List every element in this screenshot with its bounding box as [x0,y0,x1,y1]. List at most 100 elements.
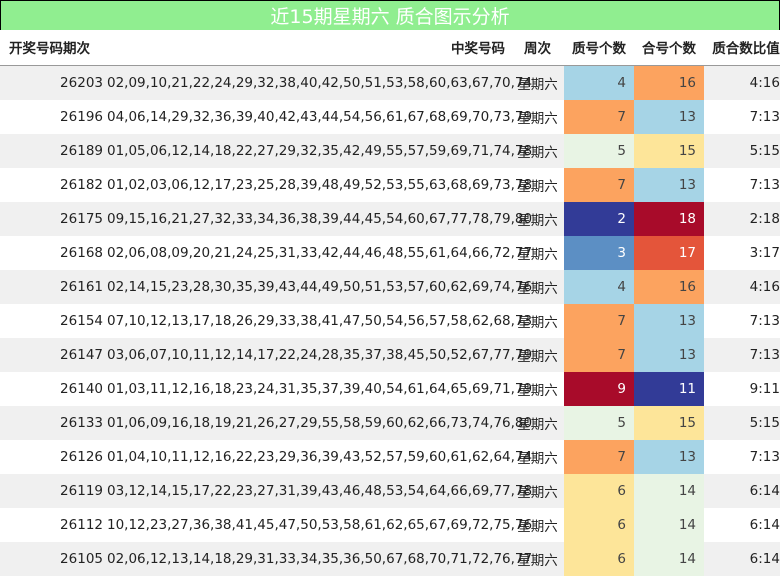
weekday-cell: 星期六 [511,202,564,236]
ratio-cell: 5:15 [704,406,780,440]
issue-cell: 26147 [0,338,107,372]
numbers-cell: 04,06,14,29,32,36,39,40,42,43,44,54,56,6… [107,100,532,134]
table-row: 26154 07,10,12,13,17,18,26,29,33,38,41,47… [0,304,780,338]
table-row: 26140 01,03,11,12,16,18,23,24,31,35,37,39… [0,372,780,406]
header-issue: 开奖号码期次 [0,29,107,66]
issue-cell: 26126 [0,440,107,474]
weekday-cell: 星期六 [511,270,564,304]
header-numbers: 中奖号码 [107,29,511,66]
composite-count-cell: 16 [634,65,704,100]
ratio-cell: 7:13 [704,168,780,202]
numbers-cell: 01,05,06,12,14,18,22,27,29,32,35,42,49,5… [107,134,532,168]
numbers-cell: 09,15,16,21,27,32,33,34,36,38,39,44,45,5… [107,202,532,236]
composite-count-cell: 16 [634,270,704,304]
composite-count-cell: 17 [634,236,704,270]
issue-cell: 26105 [0,542,107,576]
issue-cell: 26154 [0,304,107,338]
issue-cell: 26140 [0,372,107,406]
table-row: 26168 02,06,08,09,20,21,24,25,31,33,42,44… [0,236,780,270]
weekday-cell: 星期六 [511,168,564,202]
prime-count-cell: 4 [564,270,634,304]
table-row: 26182 01,02,03,06,12,17,23,25,28,39,48,49… [0,168,780,202]
prime-count-cell: 7 [564,440,634,474]
ratio-cell: 7:13 [704,440,780,474]
composite-count-cell: 14 [634,474,704,508]
composite-count-cell: 14 [634,508,704,542]
numbers-cell: 07,10,12,13,17,18,26,29,33,38,41,47,50,5… [107,304,532,338]
weekday-cell: 星期六 [511,338,564,372]
issue-cell: 26161 [0,270,107,304]
table-row: 26112 10,12,23,27,36,38,41,45,47,50,53,58… [0,508,780,542]
page-title: 近15期星期六 质合图示分析 [0,0,780,30]
numbers-cell: 01,04,10,11,12,16,22,23,29,36,39,43,52,5… [107,440,532,474]
ratio-cell: 7:13 [704,338,780,372]
ratio-cell: 6:14 [704,474,780,508]
prime-count-cell: 6 [564,542,634,576]
table-row: 26105 02,06,12,13,14,18,29,31,33,34,35,36… [0,542,780,576]
ratio-cell: 9:11 [704,372,780,406]
issue-cell: 26175 [0,202,107,236]
composite-count-cell: 14 [634,542,704,576]
prime-count-cell: 4 [564,65,634,100]
composite-count-cell: 11 [634,372,704,406]
numbers-cell: 02,06,12,13,14,18,29,31,33,34,35,36,50,6… [107,542,532,576]
table-row: 26147 03,06,07,10,11,12,14,17,22,24,28,35… [0,338,780,372]
issue-cell: 26133 [0,406,107,440]
issue-cell: 26119 [0,474,107,508]
numbers-cell: 02,09,10,21,22,24,29,32,38,40,42,50,51,5… [107,65,532,100]
prime-count-cell: 5 [564,406,634,440]
ratio-cell: 2:18 [704,202,780,236]
ratio-cell: 4:16 [704,270,780,304]
issue-cell: 26196 [0,100,107,134]
numbers-cell: 10,12,23,27,36,38,41,45,47,50,53,58,61,6… [107,508,532,542]
ratio-cell: 7:13 [704,304,780,338]
prime-count-cell: 7 [564,304,634,338]
weekday-cell: 星期六 [511,134,564,168]
table-row: 26203 02,09,10,21,22,24,29,32,38,40,42,50… [0,65,780,100]
issue-cell: 26189 [0,134,107,168]
issue-cell: 26168 [0,236,107,270]
table-row: 26133 01,06,09,16,18,19,21,26,27,29,55,58… [0,406,780,440]
issue-cell: 26112 [0,508,107,542]
composite-count-cell: 13 [634,100,704,134]
composite-count-cell: 13 [634,168,704,202]
table-row: 26161 02,14,15,23,28,30,35,39,43,44,49,50… [0,270,780,304]
numbers-cell: 01,03,11,12,16,18,23,24,31,35,37,39,40,5… [107,372,532,406]
prime-count-cell: 3 [564,236,634,270]
header-ratio: 质合数比值 [704,29,780,66]
weekday-cell: 星期六 [511,440,564,474]
table-row: 26126 01,04,10,11,12,16,22,23,29,36,39,43… [0,440,780,474]
ratio-cell: 7:13 [704,100,780,134]
prime-count-cell: 7 [564,338,634,372]
issue-cell: 26203 [0,65,107,100]
composite-count-cell: 15 [634,406,704,440]
weekday-cell: 星期六 [511,508,564,542]
ratio-cell: 4:16 [704,65,780,100]
table-row: 26175 09,15,16,21,27,32,33,34,36,38,39,44… [0,202,780,236]
ratio-cell: 3:17 [704,236,780,270]
numbers-cell: 02,14,15,23,28,30,35,39,43,44,49,50,51,5… [107,270,532,304]
header-composite-count: 合号个数 [634,29,704,66]
composite-count-cell: 13 [634,338,704,372]
weekday-cell: 星期六 [511,236,564,270]
weekday-cell: 星期六 [511,65,564,100]
analysis-table: 开奖号码期次 中奖号码 周次 质号个数 合号个数 质合数比值 26203 02,0… [0,29,780,576]
weekday-cell: 星期六 [511,474,564,508]
composite-count-cell: 13 [634,304,704,338]
weekday-cell: 星期六 [511,304,564,338]
ratio-cell: 6:14 [704,508,780,542]
weekday-cell: 星期六 [511,100,564,134]
prime-count-cell: 6 [564,474,634,508]
numbers-cell: 01,06,09,16,18,19,21,26,27,29,55,58,59,6… [107,406,532,440]
header-prime-count: 质号个数 [564,29,634,66]
composite-count-cell: 18 [634,202,704,236]
prime-count-cell: 7 [564,100,634,134]
ratio-cell: 5:15 [704,134,780,168]
table-row: 26189 01,05,06,12,14,18,22,27,29,32,35,42… [0,134,780,168]
ratio-cell: 6:14 [704,542,780,576]
numbers-cell: 03,06,07,10,11,12,14,17,22,24,28,35,37,3… [107,338,532,372]
prime-count-cell: 2 [564,202,634,236]
composite-count-cell: 15 [634,134,704,168]
weekday-cell: 星期六 [511,372,564,406]
numbers-cell: 02,06,08,09,20,21,24,25,31,33,42,44,46,4… [107,236,532,270]
